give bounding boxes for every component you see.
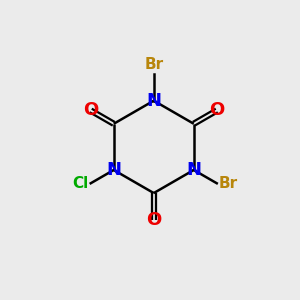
Text: Br: Br bbox=[144, 57, 163, 72]
Text: O: O bbox=[146, 211, 161, 229]
Text: O: O bbox=[83, 101, 98, 119]
Text: N: N bbox=[146, 92, 161, 110]
Text: N: N bbox=[186, 161, 201, 179]
Text: Cl: Cl bbox=[73, 176, 89, 191]
Text: O: O bbox=[209, 101, 224, 119]
Text: Br: Br bbox=[219, 176, 238, 191]
Text: N: N bbox=[106, 161, 121, 179]
